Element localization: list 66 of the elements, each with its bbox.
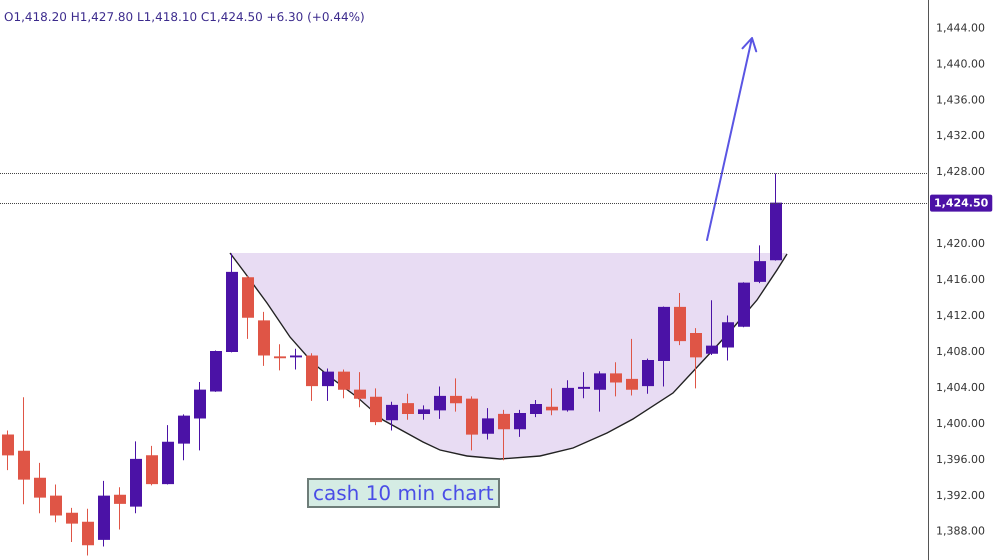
candlestick — [450, 378, 462, 412]
y-tick-label: 1,416.00 — [936, 273, 985, 286]
candlestick — [722, 315, 734, 361]
candlestick — [242, 275, 254, 340]
candlestick — [82, 508, 94, 556]
candlestick — [146, 445, 158, 486]
y-tick-label: 1,432.00 — [936, 129, 985, 142]
candlestick — [626, 338, 638, 396]
candlestick — [130, 440, 142, 514]
candlestick — [226, 252, 238, 353]
candlestick — [658, 306, 670, 388]
candlestick — [434, 386, 446, 420]
annotation: cash 10 min chart — [307, 478, 500, 508]
candlestick — [562, 380, 574, 412]
text: O1,418.20 H1,427.80 L1,418.10 C1,424.50 +6.30 (+0.44%) — [4, 10, 365, 24]
candlestick — [578, 372, 590, 399]
y-tick-label: 1,420.00 — [936, 237, 985, 250]
y-tick-label: 1,436.00 — [936, 93, 985, 106]
candlestick — [178, 414, 190, 461]
candlestick — [2, 430, 14, 471]
candlestick — [754, 244, 766, 284]
candlestick — [546, 388, 558, 416]
candlestick — [482, 408, 494, 440]
y-tick-label: 1,404.00 — [936, 380, 985, 394]
candlestick — [706, 300, 718, 356]
candlestick — [210, 350, 222, 392]
candlestick — [738, 282, 750, 328]
y-tick-label: 1,392.00 — [936, 488, 985, 502]
y-tick-label: 1,444.00 — [936, 21, 985, 34]
candlestick — [498, 409, 510, 461]
candlestick — [66, 507, 78, 543]
candlestick — [386, 401, 398, 432]
candlestick — [354, 372, 366, 408]
candlestick — [322, 368, 334, 402]
ref-line-label: 1,424.50 — [934, 196, 989, 210]
candlestick — [770, 172, 782, 262]
candlestick — [530, 400, 542, 418]
candlestick — [610, 362, 622, 397]
candlestick — [418, 404, 430, 420]
y-tick-label: 1,400.00 — [936, 416, 985, 430]
candlestick — [162, 424, 174, 485]
candlestick — [338, 368, 350, 399]
candlestick — [194, 382, 206, 451]
y-tick-label: 1,408.00 — [936, 344, 985, 358]
candlestick — [98, 480, 110, 548]
candlestick — [370, 388, 382, 426]
y-tick-label: 1,440.00 — [936, 57, 985, 70]
candlestick — [674, 292, 686, 346]
candlestick — [642, 358, 654, 394]
y-tick-label: 1,396.00 — [936, 452, 985, 466]
candlestick — [514, 409, 526, 438]
candlestick — [114, 486, 126, 530]
candlestick — [306, 352, 318, 402]
candlestick — [18, 396, 30, 505]
candlestick — [402, 393, 414, 420]
candlestick — [34, 462, 46, 514]
candlestick — [594, 370, 606, 412]
candlestick — [690, 328, 702, 389]
candlestick — [50, 484, 62, 523]
y-tick-label: 1,428.00 — [936, 165, 985, 178]
candlestick — [290, 348, 302, 370]
candlestick — [466, 396, 478, 451]
candlestick — [274, 344, 286, 371]
y-tick-label: 1,412.00 — [936, 309, 985, 322]
y-tick-label: 1,388.00 — [936, 524, 985, 538]
candlestick — [258, 311, 270, 366]
